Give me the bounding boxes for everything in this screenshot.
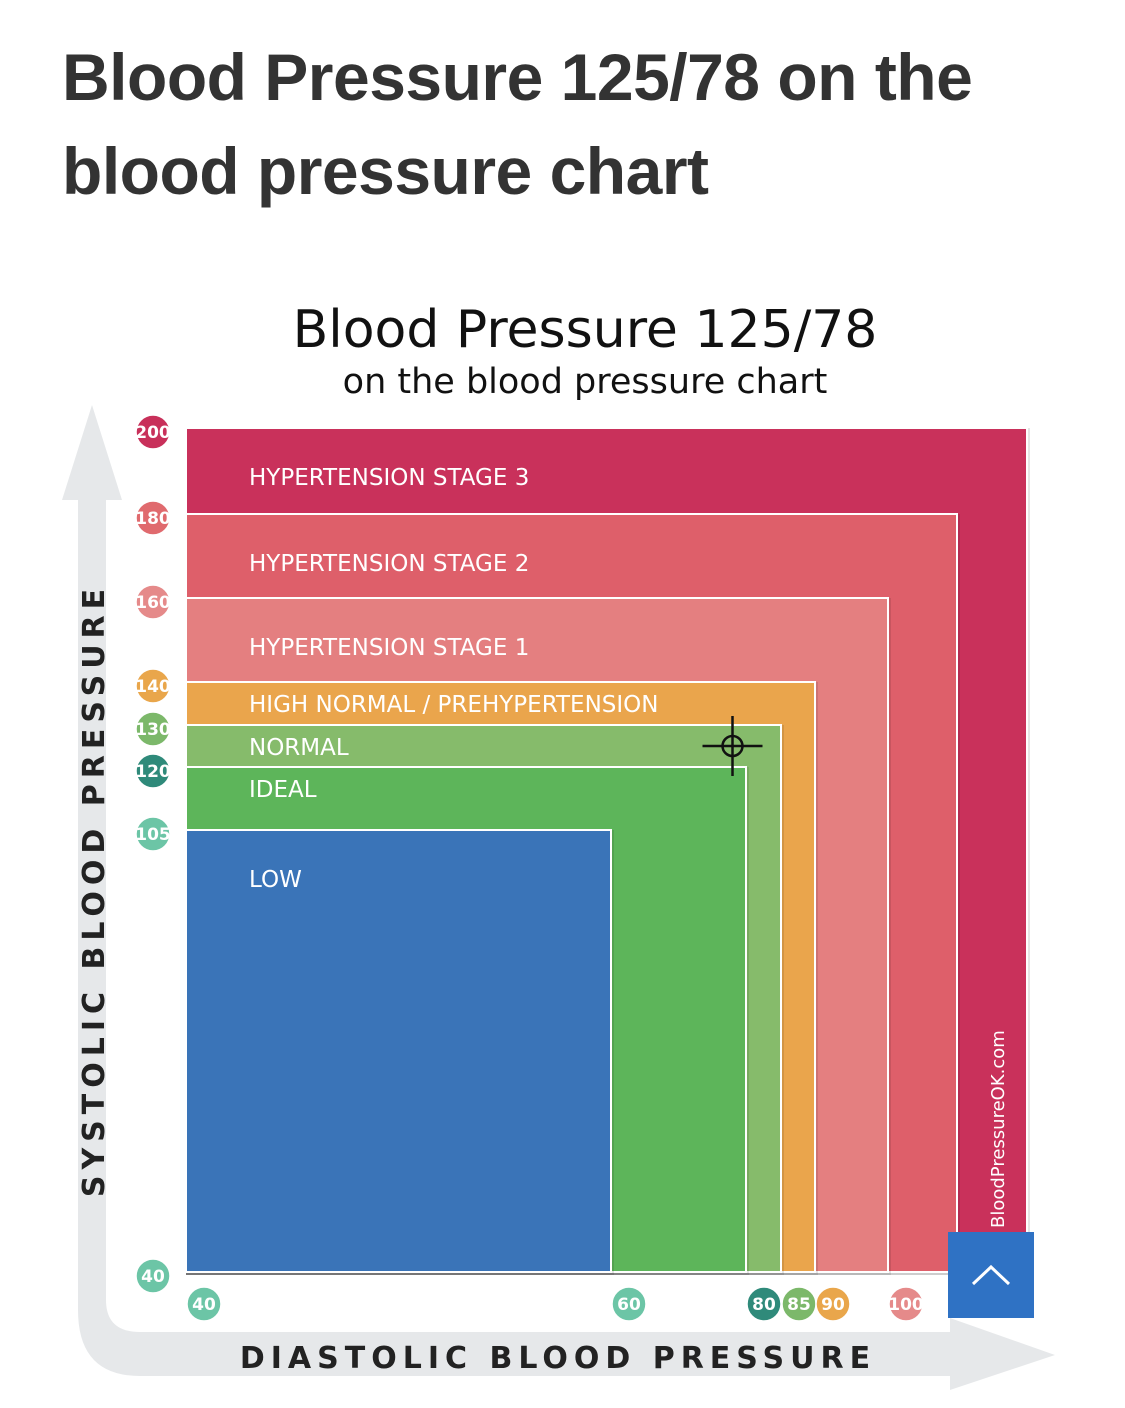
x-tick-90: 90 [815,1286,851,1322]
x-tick-badge [815,1286,851,1322]
y-tick-badge [135,584,171,620]
zone-label-hypertension-stage-1: HYPERTENSION STAGE 1 [249,635,529,661]
zone-label-hypertension-stage-2: HYPERTENSION STAGE 2 [249,551,529,577]
y-tick-105: 105 [135,816,171,852]
y-tick-label: 140 [135,677,171,697]
y-tick-badge [135,753,171,789]
x-tick-badge [186,1286,222,1322]
scroll-to-top-button[interactable] [948,1232,1034,1318]
y-tick-badge [135,1258,171,1294]
x-axis-label: DIASTOLIC BLOOD PRESSURE [240,1341,876,1376]
x-tick-100: 100 [888,1286,924,1322]
x-tick-badge [611,1286,647,1322]
y-tick-140: 140 [135,668,171,704]
x-tick-badge [888,1286,924,1322]
x-tick-label: 90 [821,1295,845,1315]
y-axis-label: SYSTOLIC BLOOD PRESSURE [77,583,112,1197]
y-tick-badge [135,668,171,704]
chevron-up-icon [971,1264,1011,1286]
zone-label-low: LOW [249,867,302,893]
zone-label-ideal: IDEAL [249,777,317,803]
x-tick-label: 60 [617,1295,641,1315]
y-tick-200: 200 [135,414,171,450]
y-tick-label: 105 [135,825,171,845]
reading-marker [702,716,763,776]
zone-label-normal: NORMAL [249,735,349,761]
y-tick-label: 160 [135,593,171,613]
x-tick-85: 85 [781,1286,817,1322]
y-tick-160: 160 [135,584,171,620]
y-tick-badge [135,414,171,450]
x-tick-badge [746,1286,782,1322]
zone-low [185,829,612,1273]
y-tick-badge [135,711,171,747]
y-tick-label: 120 [135,762,171,782]
y-tick-40: 40 [135,1258,171,1294]
y-tick-badge [135,816,171,852]
x-tick-label: 80 [752,1295,776,1315]
y-tick-label: 40 [141,1267,165,1287]
reading-marker-ring [721,734,744,758]
x-tick-80: 80 [746,1286,782,1322]
y-tick-120: 120 [135,753,171,789]
x-tick-label: 100 [888,1295,924,1315]
y-tick-label: 180 [135,509,171,529]
y-tick-label: 200 [135,423,171,443]
y-tick-label: 130 [135,720,171,740]
page-title: Blood Pressure 125/78 on the blood press… [62,40,973,208]
y-tick-badge [135,500,171,536]
x-tick-label: 85 [787,1295,811,1315]
x-tick-60: 60 [611,1286,647,1322]
x-tick-label: 40 [192,1295,216,1315]
y-tick-180: 180 [135,500,171,536]
chart-subtitle: on the blood pressure chart [342,362,828,402]
zone-label-high-normal-prehypertension: HIGH NORMAL / PREHYPERTENSION [249,692,658,718]
x-tick-40: 40 [186,1286,222,1322]
chart-title: Blood Pressure 125/78 [292,300,878,360]
watermark: BloodPressureOK.com [988,1030,1009,1228]
zone-label-hypertension-stage-3: HYPERTENSION STAGE 3 [249,465,529,491]
y-tick-130: 130 [135,711,171,747]
